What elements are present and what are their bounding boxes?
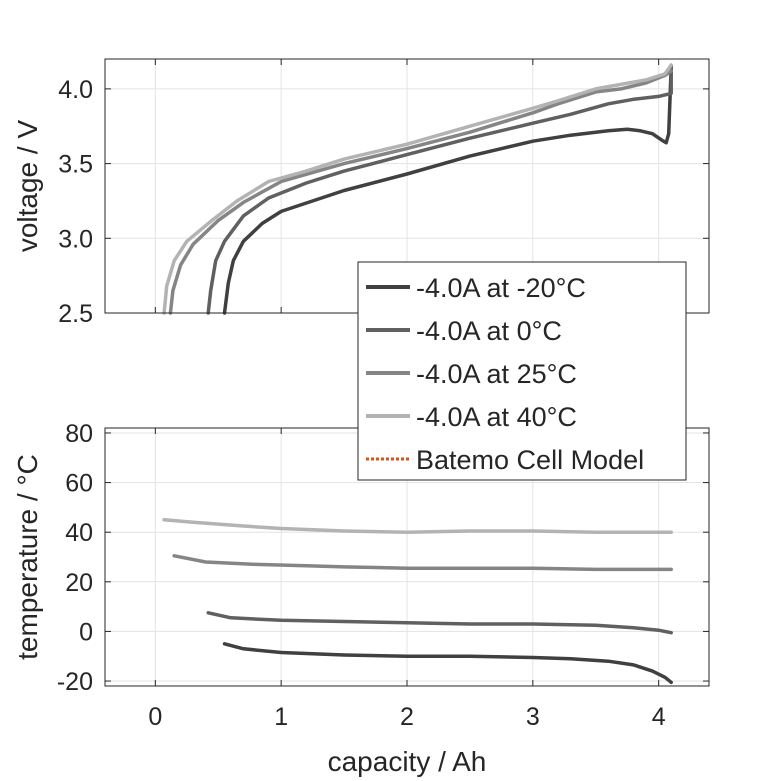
legend-label: -4.0A at 40°C xyxy=(416,402,577,432)
temperature-series-line-4 xyxy=(162,518,673,534)
temperature-ytick-label: 60 xyxy=(65,470,93,498)
temperature-ytick-label: 20 xyxy=(65,569,93,597)
temperature-xlabel: capacity / Ah xyxy=(328,746,487,777)
legend-label: -4.0A at -20°C xyxy=(416,273,586,303)
temperature-series-line-2 xyxy=(206,611,673,635)
voltage-series-line-1 xyxy=(222,64,673,315)
temperature-xtick-label: 4 xyxy=(652,703,666,731)
voltage-ytick-label: 2.5 xyxy=(58,300,93,328)
legend-box xyxy=(357,261,687,481)
temperature-series-line-1 xyxy=(222,642,673,685)
legend: -4.0A at -20°C -4.0A at 0°C -4.0A at 25°C -… xyxy=(357,261,687,481)
legend-label: Batemo Cell Model xyxy=(416,445,644,475)
voltage-ytick-label: 4.0 xyxy=(58,76,93,104)
voltage-ylabel: voltage / V xyxy=(12,120,43,253)
temperature-xtick-label: 2 xyxy=(400,703,414,731)
voltage-ytick-label: 3.0 xyxy=(58,225,93,253)
voltage-series-line-4 xyxy=(162,63,673,315)
temperature-ytick-label: 40 xyxy=(65,519,93,547)
temperature-ylabel: temperature / °C xyxy=(12,454,43,660)
legend-label: -4.0A at 0°C xyxy=(416,316,562,346)
temperature-ytick-label: 0 xyxy=(79,618,93,646)
temperature-xtick-label: 0 xyxy=(148,703,162,731)
voltage-series-line-3 xyxy=(168,69,673,315)
temperature-xtick-label: 1 xyxy=(274,703,288,731)
temperature-ytick-label: 80 xyxy=(65,420,93,448)
voltage-series-line-2 xyxy=(206,64,673,315)
voltage-ytick-label: 3.5 xyxy=(58,151,93,179)
temperature-series-line-3 xyxy=(172,554,673,572)
temperature-ytick-label: -20 xyxy=(57,668,93,696)
temperature-xtick-label: 3 xyxy=(526,703,540,731)
legend-label: -4.0A at 25°C xyxy=(416,359,577,389)
